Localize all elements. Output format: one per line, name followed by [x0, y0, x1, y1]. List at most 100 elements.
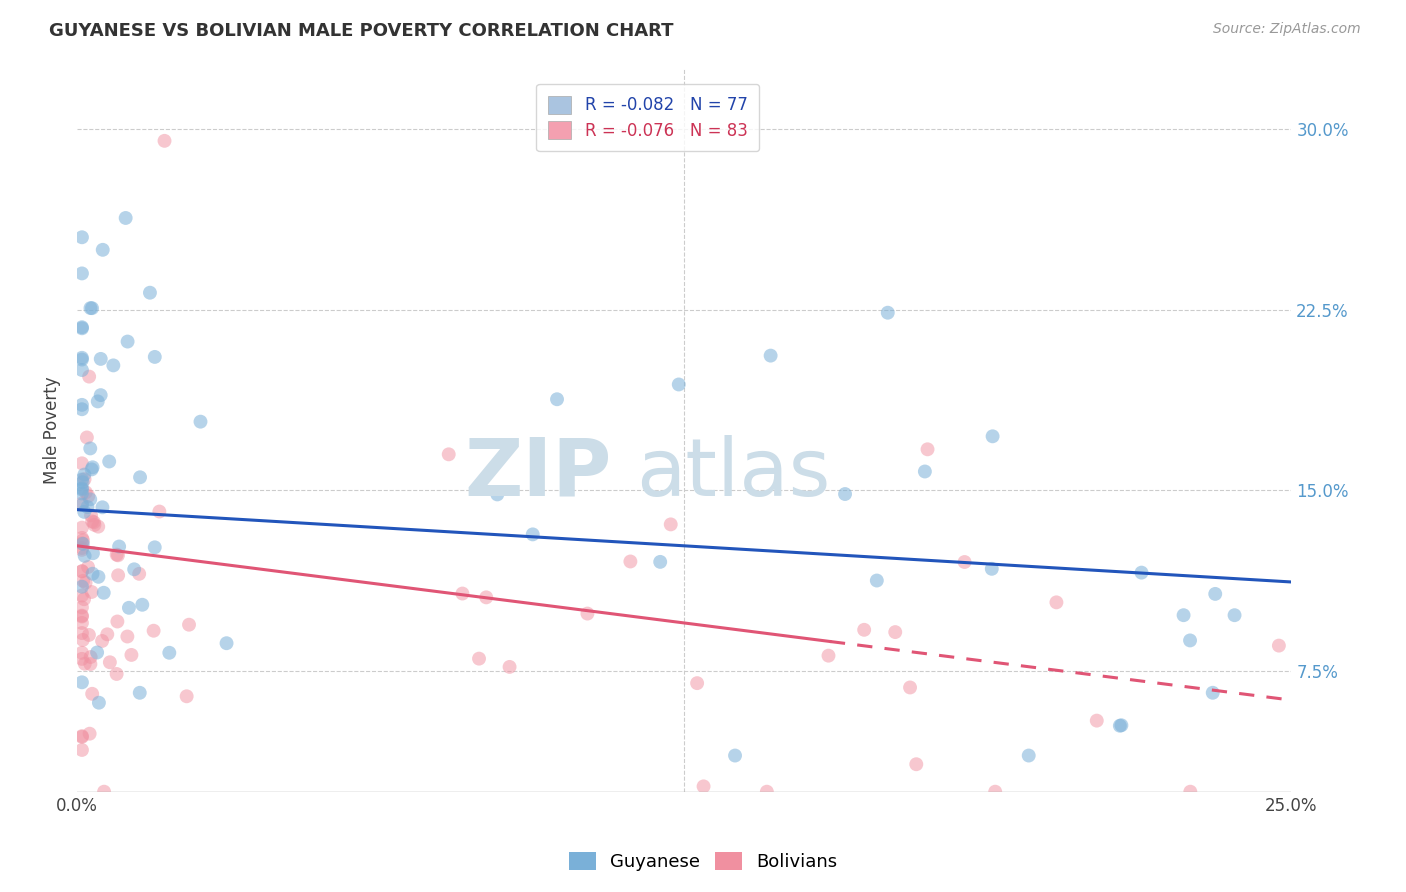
Point	[76, 500, 98, 514]
Point	[176, 690, 198, 704]
Point	[70, 536, 93, 550]
Point	[153, 134, 176, 148]
Point	[105, 615, 128, 629]
Point	[128, 566, 150, 581]
Point	[834, 487, 856, 501]
Point	[73, 657, 96, 671]
Point	[80, 301, 103, 315]
Point	[1111, 718, 1133, 732]
Point	[79, 727, 101, 741]
Point	[120, 648, 142, 662]
Point	[70, 675, 93, 690]
Point	[91, 500, 114, 515]
Point	[70, 267, 93, 281]
Point	[77, 560, 100, 574]
Point	[70, 580, 93, 594]
Point	[75, 575, 97, 590]
Point	[876, 306, 898, 320]
Point	[70, 521, 93, 535]
Point	[82, 687, 104, 701]
Point	[96, 627, 118, 641]
Point	[70, 531, 93, 545]
Point	[70, 456, 93, 470]
Point	[576, 607, 599, 621]
Point	[70, 230, 93, 244]
Point	[80, 508, 103, 523]
Point	[190, 415, 212, 429]
Point	[70, 496, 93, 510]
Point	[107, 568, 129, 582]
Point	[70, 589, 93, 603]
Point	[522, 527, 544, 541]
Point	[75, 485, 97, 500]
Point	[72, 533, 94, 548]
Point	[1204, 587, 1226, 601]
Point	[105, 667, 128, 681]
Point	[139, 285, 162, 300]
Point	[108, 540, 131, 554]
Point	[1045, 595, 1067, 609]
Point	[686, 676, 709, 690]
Point	[107, 549, 129, 563]
Point	[114, 211, 136, 225]
Point	[80, 585, 103, 599]
Point	[980, 562, 1002, 576]
Point	[70, 486, 93, 500]
Point	[122, 562, 145, 576]
Point	[157, 646, 180, 660]
Point	[87, 394, 110, 409]
Point	[70, 542, 93, 557]
Point	[70, 321, 93, 335]
Point	[73, 592, 96, 607]
Point	[117, 334, 139, 349]
Point	[1223, 608, 1246, 623]
Point	[79, 442, 101, 456]
Point	[70, 608, 93, 623]
Point	[93, 586, 115, 600]
Point	[498, 660, 520, 674]
Point	[98, 655, 121, 669]
Point	[90, 388, 112, 402]
Point	[73, 505, 96, 519]
Point	[70, 351, 93, 365]
Text: atlas: atlas	[636, 434, 830, 513]
Point	[898, 681, 921, 695]
Point	[82, 566, 104, 581]
Point	[546, 392, 568, 407]
Point	[82, 546, 104, 560]
Point	[70, 398, 93, 412]
Point	[468, 651, 491, 665]
Point	[724, 748, 747, 763]
Point	[70, 402, 93, 417]
Point	[817, 648, 839, 663]
Point	[72, 632, 94, 647]
Point	[451, 586, 474, 600]
Point	[70, 564, 93, 578]
Legend: R = -0.082   N = 77, R = -0.076   N = 83: R = -0.082 N = 77, R = -0.076 N = 83	[536, 84, 759, 152]
Point	[93, 785, 115, 799]
Point	[650, 555, 672, 569]
Point	[142, 624, 165, 638]
Point	[70, 729, 93, 743]
Point	[1018, 748, 1040, 763]
Point	[759, 349, 782, 363]
Point	[70, 626, 93, 640]
Point	[475, 591, 498, 605]
Point	[91, 243, 114, 257]
Point	[981, 429, 1004, 443]
Point	[77, 369, 100, 384]
Point	[866, 574, 889, 588]
Point	[131, 598, 153, 612]
Point	[953, 555, 976, 569]
Point	[853, 623, 876, 637]
Point	[73, 472, 96, 486]
Point	[73, 549, 96, 563]
Point	[77, 489, 100, 503]
Point	[1108, 719, 1130, 733]
Text: GUYANESE VS BOLIVIAN MALE POVERTY CORRELATION CHART: GUYANESE VS BOLIVIAN MALE POVERTY CORREL…	[49, 22, 673, 40]
Point	[143, 541, 166, 555]
Point	[70, 600, 93, 615]
Point	[72, 537, 94, 551]
Point	[79, 657, 101, 671]
Point	[79, 492, 101, 507]
